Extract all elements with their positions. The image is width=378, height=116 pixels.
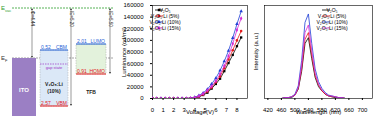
svg-text:20000: 20000 bbox=[127, 84, 144, 90]
svg-text:40000: 40000 bbox=[127, 72, 144, 78]
svg-text:LUMO: LUMO bbox=[91, 38, 106, 44]
svg-text:6: 6 bbox=[214, 107, 218, 113]
svg-text:160000: 160000 bbox=[123, 2, 144, 8]
svg-text:460: 460 bbox=[276, 107, 287, 113]
svg-text:Voltage(V): Voltage(V) bbox=[186, 109, 214, 115]
svg-text:Evac: Evac bbox=[1, 5, 11, 13]
svg-text:VBM: VBM bbox=[56, 100, 67, 106]
svg-text:ITO: ITO bbox=[19, 87, 29, 93]
svg-text:660: 660 bbox=[344, 107, 355, 113]
svg-text:HOMO: HOMO bbox=[89, 68, 105, 74]
svg-text:0: 0 bbox=[151, 107, 155, 113]
svg-text:1: 1 bbox=[161, 107, 165, 113]
svg-text:420: 420 bbox=[263, 107, 274, 113]
svg-text:700: 700 bbox=[357, 107, 368, 113]
svg-text:Luminance (cd/m²): Luminance (cd/m²) bbox=[121, 27, 127, 77]
svg-text:TFB: TFB bbox=[86, 89, 96, 95]
svg-text:IE=5.50: IE=5.50 bbox=[108, 11, 113, 27]
svg-text:V₂O₅:Li (15%): V₂O₅:Li (15%) bbox=[149, 25, 181, 31]
svg-text:0: 0 bbox=[140, 95, 144, 101]
svg-text:V₂O₅:Li: V₂O₅:Li bbox=[45, 81, 63, 87]
svg-text:140000: 140000 bbox=[123, 14, 144, 20]
svg-text:Φ=4.44: Φ=4.44 bbox=[30, 11, 35, 26]
svg-text:Intensity (a.u.): Intensity (a.u.) bbox=[253, 32, 259, 70]
svg-text:V₂O₅:Li (15%): V₂O₅:Li (15%) bbox=[316, 25, 348, 31]
svg-text:gap state: gap state bbox=[46, 65, 63, 70]
svg-text:60000: 60000 bbox=[127, 61, 144, 67]
svg-text:80000: 80000 bbox=[127, 49, 144, 55]
svg-text:EF: EF bbox=[1, 55, 8, 63]
svg-text:2.57: 2.57 bbox=[41, 100, 51, 106]
svg-text:7: 7 bbox=[225, 107, 229, 113]
svg-text:2.01: 2.01 bbox=[77, 38, 87, 44]
svg-text:0.52: 0.52 bbox=[41, 44, 51, 50]
svg-text:0.91: 0.91 bbox=[77, 68, 87, 74]
svg-text:2: 2 bbox=[172, 107, 176, 113]
svg-text:Wavelength (nm): Wavelength (nm) bbox=[296, 109, 341, 115]
svg-text:8: 8 bbox=[235, 107, 239, 113]
svg-text:CBM: CBM bbox=[56, 44, 67, 50]
svg-text:(10%): (10%) bbox=[47, 88, 61, 94]
svg-text:IE=5.20: IE=5.20 bbox=[69, 11, 74, 27]
